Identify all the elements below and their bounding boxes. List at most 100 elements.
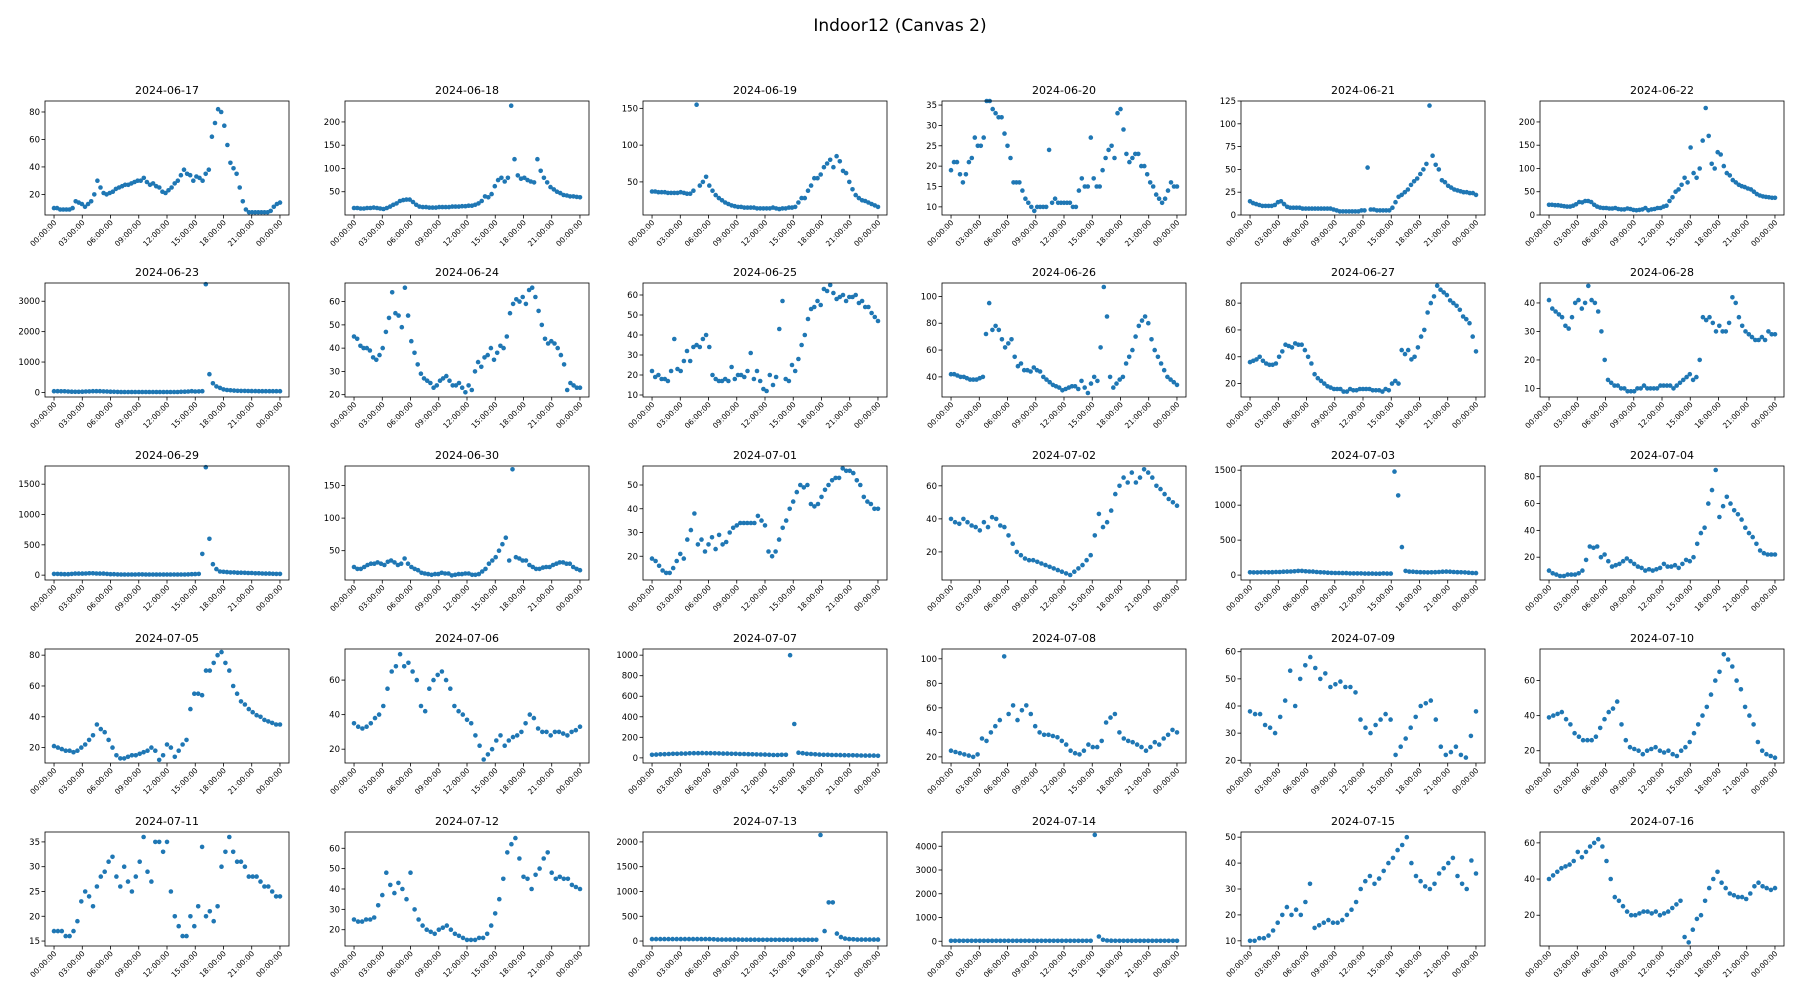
data-point [277, 388, 283, 394]
data-point [1414, 569, 1419, 575]
data-point [1687, 371, 1693, 377]
data-point [274, 571, 279, 577]
data-point [1165, 374, 1170, 380]
data-point [1567, 862, 1572, 867]
data-point [1092, 533, 1098, 538]
data-point [785, 937, 790, 943]
y-tick-label: 50 [627, 178, 638, 188]
data-point [1414, 176, 1420, 181]
data-point [985, 938, 991, 944]
data-point [460, 712, 466, 717]
data-point [219, 864, 224, 869]
data-point [1104, 519, 1110, 525]
y-tick-label: 20 [329, 391, 340, 401]
x-tick-label: 15:00:00 [469, 400, 499, 430]
data-point [75, 748, 80, 753]
data-point [723, 539, 729, 545]
data-point [1711, 876, 1716, 882]
data-point [1154, 938, 1159, 944]
data-point [185, 572, 191, 577]
y-tick-label: 1000 [616, 887, 638, 897]
data-point [1037, 369, 1043, 374]
data-point [707, 936, 712, 942]
figure-title: Indoor12 (Canvas 2) [813, 16, 987, 36]
data-point [456, 571, 461, 577]
data-point [1463, 755, 1469, 760]
data-point [1734, 678, 1739, 683]
data-point [1123, 361, 1129, 366]
data-point [783, 518, 789, 523]
data-point [1746, 530, 1752, 536]
data-point [549, 870, 554, 875]
data-point [1723, 329, 1729, 334]
data-point [1657, 748, 1663, 753]
axes-frame [642, 100, 888, 216]
data-point [662, 936, 667, 942]
x-tick-label: 12:00:00 [1038, 218, 1068, 248]
data-point [1703, 105, 1708, 111]
data-point [1698, 912, 1704, 918]
data-point [149, 745, 154, 750]
data-point [1628, 912, 1634, 918]
x-tick-label: 03:00:00 [954, 949, 984, 979]
x-tick-label: 12:00:00 [1337, 218, 1367, 248]
data-point [106, 737, 111, 743]
panel-title: 2024-07-02 [1032, 449, 1096, 462]
data-point [65, 389, 71, 394]
data-point [492, 183, 498, 189]
x-tick-label: 03:00:00 [1253, 766, 1283, 796]
data-point [431, 385, 436, 391]
data-point [175, 572, 180, 577]
data-point [757, 378, 763, 384]
x-tick-label: 21:00:00 [526, 400, 556, 430]
data-point [1252, 938, 1257, 944]
axes-frame [44, 282, 290, 398]
data-point [812, 304, 817, 310]
data-point [715, 937, 721, 942]
data-point [699, 537, 704, 542]
data-point [706, 542, 711, 547]
data-point [565, 876, 571, 882]
data-point [1713, 467, 1718, 473]
data-point [1639, 565, 1644, 571]
data-point [1398, 744, 1403, 749]
data-point [1278, 199, 1284, 204]
data-point [999, 115, 1004, 120]
data-point [869, 310, 874, 316]
data-point [846, 936, 852, 942]
data-point [223, 849, 228, 855]
data-point [875, 204, 881, 210]
x-tick-label: 06:00:00 [683, 400, 713, 430]
data-point [211, 660, 216, 666]
x-tick-label: 18:00:00 [1394, 766, 1424, 796]
data-point [440, 204, 445, 210]
data-point [154, 389, 159, 395]
y-tick-label: 40 [1524, 299, 1535, 309]
y-tick-label: 20 [1524, 356, 1535, 366]
x-tick-label: 18:00:00 [198, 218, 228, 248]
data-point [392, 560, 397, 565]
data-point [1645, 386, 1650, 391]
data-point [1255, 570, 1260, 575]
data-point [71, 749, 76, 755]
data-point [171, 572, 177, 577]
data-point [1550, 571, 1555, 576]
x-tick-label: 00:00:00 [554, 218, 584, 248]
data-point [1088, 135, 1094, 140]
data-point [444, 373, 449, 379]
data-point [1130, 739, 1135, 745]
data-point [436, 927, 442, 932]
data-point [1625, 389, 1630, 394]
data-point [235, 570, 240, 575]
data-point [1002, 131, 1007, 136]
x-tick-label: 15:00:00 [1066, 400, 1096, 430]
data-point [759, 518, 764, 523]
data-point [527, 562, 532, 568]
x-tick-label: 06:00:00 [85, 949, 115, 979]
panel-2024-07-04: 2024-07-042040608000:00:0003:00:0006:00:… [1523, 449, 1785, 613]
data-point [214, 566, 219, 572]
data-point [1388, 717, 1393, 722]
data-point [851, 470, 856, 476]
y-tick-label: 40 [926, 373, 937, 383]
data-point [1112, 711, 1118, 717]
